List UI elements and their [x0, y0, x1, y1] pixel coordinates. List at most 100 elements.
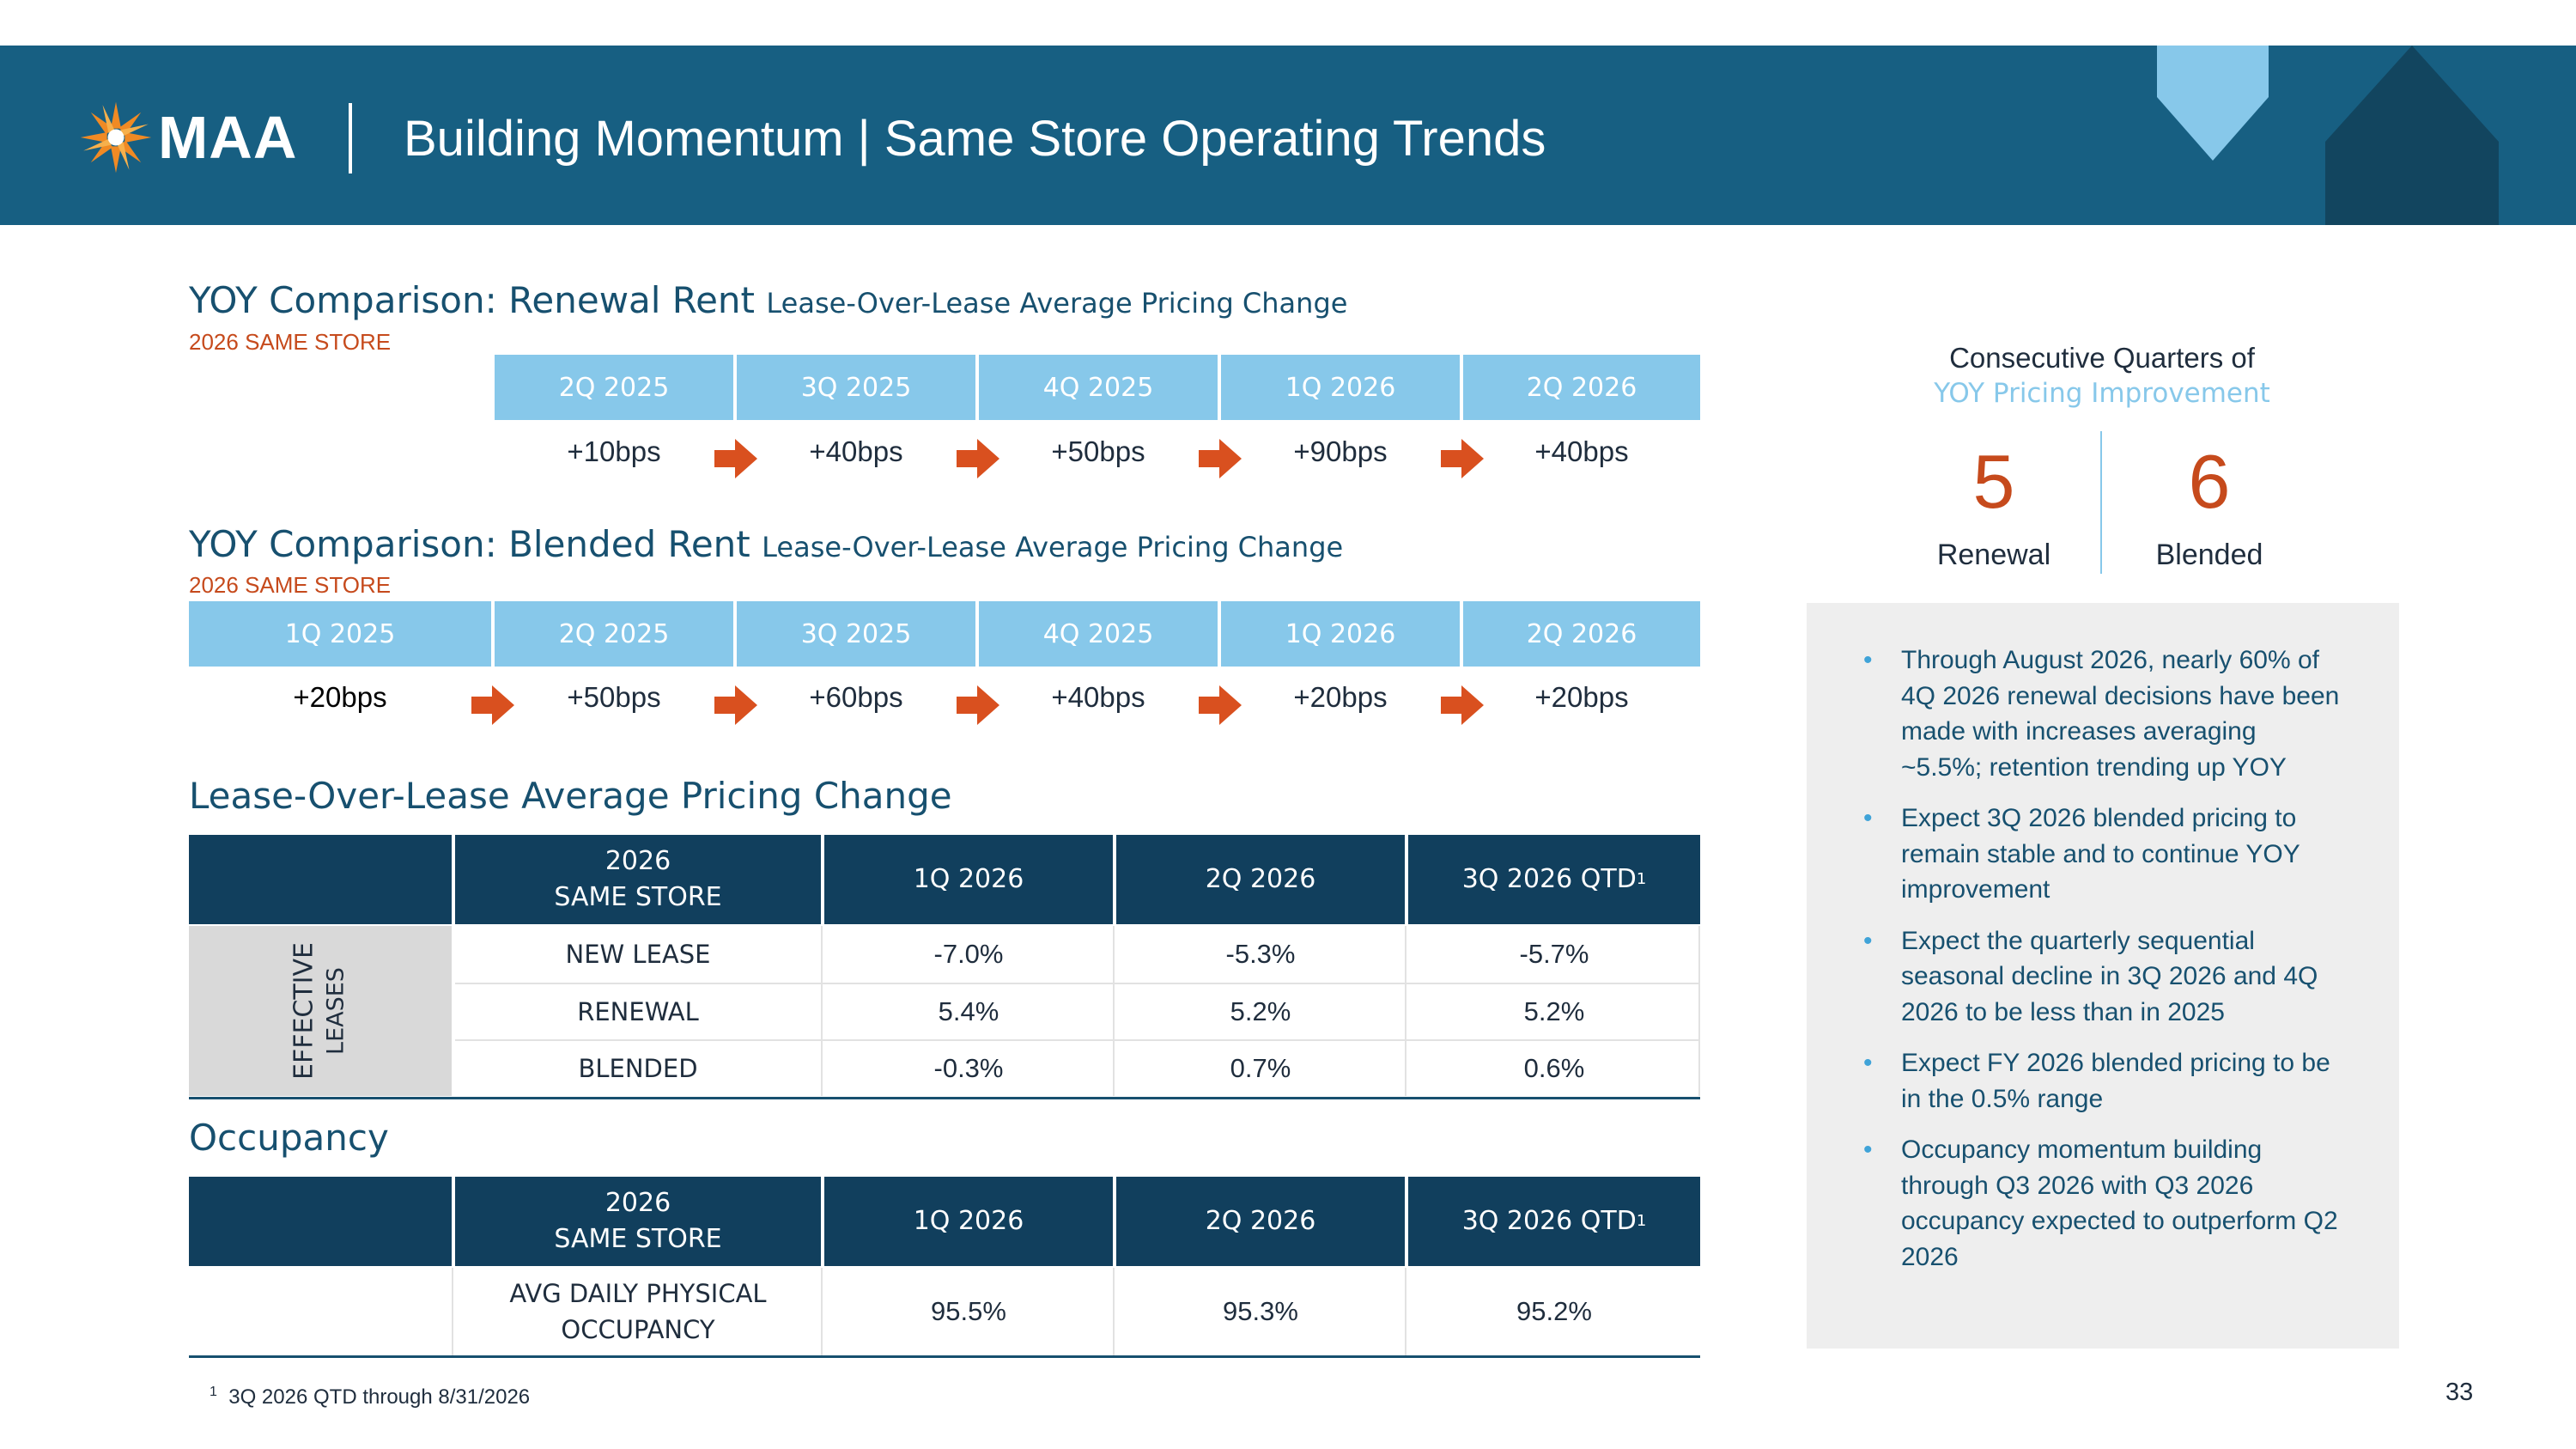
row-divider — [455, 1039, 1700, 1041]
list-item: Through August 2026, nearly 60% of 4Q 20… — [1863, 642, 2344, 785]
column-divider — [1405, 1268, 1406, 1355]
row-divider — [455, 983, 1700, 984]
column-divider — [1698, 926, 1700, 1096]
arrow-right-icon — [1441, 439, 1484, 478]
table-cell: -7.0% — [933, 939, 1004, 969]
arrow-right-icon — [957, 685, 999, 725]
column-divider — [1405, 926, 1406, 1096]
pricing-column-header: 1Q 2026 — [824, 835, 1113, 924]
occupancy-column-header-qtd: 3Q 2026 QTD 1 — [1408, 1177, 1700, 1266]
renewal-quarter-header: 4Q 2025 — [979, 355, 1218, 420]
renewal-quarter-header: 2Q 2025 — [495, 355, 733, 420]
arrow-right-icon — [1199, 685, 1242, 725]
column-divider — [1113, 926, 1115, 1096]
blended-count-label: Blended — [2155, 539, 2263, 571]
commentary-bullet-list: Through August 2026, nearly 60% of 4Q 20… — [1863, 642, 2344, 1290]
arrow-right-icon — [471, 685, 514, 725]
blended-bps-value: +20bps — [293, 681, 387, 713]
header-divider — [349, 103, 352, 174]
blended-quarter-header: 2Q 2026 — [1463, 601, 1700, 667]
pricing-row-label: BLENDED — [578, 1054, 698, 1083]
pricing-table-title: Lease-Over-Lease Average Pricing Change — [189, 775, 952, 817]
table-cell: 5.2% — [1230, 996, 1291, 1026]
arrow-right-icon — [1441, 685, 1484, 725]
table-cell: -0.3% — [933, 1053, 1004, 1083]
blended-title-text: YOY Comparison: Blended Rent — [189, 523, 750, 565]
logo-wordmark: MAA — [158, 104, 298, 171]
renewal-count: 5 — [1972, 439, 2015, 524]
list-item: Expect the quarterly sequential seasonal… — [1863, 923, 2344, 1031]
occupancy-store-header: 2026 SAME STORE — [455, 1177, 821, 1266]
counts-divider — [2100, 431, 2102, 574]
blended-bps-value: +50bps — [567, 681, 661, 713]
consecutive-quarters-heading: Consecutive Quarters of — [1949, 342, 2255, 374]
column-divider — [452, 1268, 453, 1355]
pricing-column-header: 2Q 2026 — [1116, 835, 1405, 924]
arrow-right-icon — [714, 439, 757, 478]
renewal-bps-value: +40bps — [1534, 435, 1629, 467]
occupancy-table-corner — [189, 1177, 452, 1266]
table-cell: 5.4% — [938, 996, 999, 1026]
renewal-title-text: YOY Comparison: Renewal Rent — [189, 279, 756, 321]
blended-count: 6 — [2188, 439, 2231, 524]
blended-quarter-header: 1Q 2025 — [189, 601, 491, 667]
list-item: Occupancy momentum building through Q3 2… — [1863, 1132, 2344, 1275]
list-item: Expect 3Q 2026 blended pricing to remain… — [1863, 801, 2344, 908]
renewal-quarter-header: 3Q 2025 — [737, 355, 975, 420]
occupancy-column-header: 1Q 2026 — [824, 1177, 1113, 1266]
renewal-bps-value: +40bps — [809, 435, 903, 467]
blended-bps-value: +40bps — [1051, 681, 1145, 713]
blended-bps-value: +60bps — [809, 681, 903, 713]
blended-subtitle: Lease-Over-Lease Average Pricing Change — [762, 531, 1344, 563]
renewal-quarter-header: 1Q 2026 — [1221, 355, 1460, 420]
table-cell: 95.3% — [1223, 1296, 1298, 1326]
company-logo: MAA — [79, 96, 297, 179]
effective-leases-group — [189, 926, 452, 1096]
table-cell: 5.2% — [1523, 996, 1585, 1026]
occupancy-row-label: AVG DAILY PHYSICAL OCCUPANCY — [509, 1279, 767, 1344]
footnote: 1 3Q 2026 QTD through 8/31/2026 — [210, 1385, 531, 1409]
starburst-logo-icon — [80, 101, 152, 174]
table-bottom-rule — [189, 1355, 1700, 1358]
renewal-section-title: YOY Comparison: Renewal Rent Lease-Over-… — [189, 279, 1347, 321]
table-cell: 0.7% — [1230, 1053, 1291, 1083]
page-title: Building Momentum | Same Store Operating… — [404, 111, 1546, 167]
page-number: 33 — [2445, 1379, 2474, 1406]
table-cell: 95.5% — [931, 1296, 1006, 1326]
header-banner — [0, 46, 2576, 225]
house-decoration-icon — [2325, 46, 2499, 225]
table-cell: -5.7% — [1519, 939, 1589, 969]
blended-quarter-header: 4Q 2025 — [979, 601, 1218, 667]
table-cell: -5.3% — [1225, 939, 1296, 969]
occupancy-table-title: Occupancy — [189, 1117, 389, 1159]
blended-quarter-header: 2Q 2025 — [495, 601, 733, 667]
pricing-improvement-subheading: YOY Pricing Improvement — [1934, 378, 2270, 409]
renewal-bps-value: +90bps — [1293, 435, 1388, 467]
renewal-quarter-header: 2Q 2026 — [1463, 355, 1700, 420]
renewal-bps-value: +10bps — [567, 435, 661, 467]
table-bottom-rule — [189, 1097, 1700, 1099]
chevron-decoration-icon — [2157, 46, 2269, 161]
pricing-table-corner — [189, 835, 452, 924]
arrow-right-icon — [714, 685, 757, 725]
blended-bps-value: +20bps — [1534, 681, 1629, 713]
pricing-row-label: RENEWAL — [577, 997, 699, 1026]
arrow-right-icon — [957, 439, 999, 478]
column-divider — [1113, 1268, 1115, 1355]
column-divider — [821, 926, 823, 1096]
pricing-row-label: NEW LEASE — [565, 940, 711, 969]
occupancy-column-header: 2Q 2026 — [1116, 1177, 1405, 1266]
blended-quarter-header: 3Q 2025 — [737, 601, 975, 667]
blended-section-title: YOY Comparison: Blended Rent Lease-Over-… — [189, 523, 1343, 565]
pricing-store-header: 2026 SAME STORE — [455, 835, 821, 924]
blended-section-tag: 2026 SAME STORE — [189, 572, 392, 598]
renewal-count-label: Renewal — [1936, 539, 2051, 571]
table-cell: 95.2% — [1516, 1296, 1592, 1326]
renewal-section-tag: 2026 SAME STORE — [189, 329, 392, 355]
list-item: Expect FY 2026 blended pricing to be in … — [1863, 1045, 2344, 1117]
blended-quarter-header: 1Q 2026 — [1221, 601, 1460, 667]
renewal-bps-value: +50bps — [1051, 435, 1145, 467]
renewal-subtitle: Lease-Over-Lease Average Pricing Change — [766, 287, 1348, 320]
arrow-right-icon — [1199, 439, 1242, 478]
pricing-column-header-qtd: 3Q 2026 QTD 1 — [1408, 835, 1700, 924]
